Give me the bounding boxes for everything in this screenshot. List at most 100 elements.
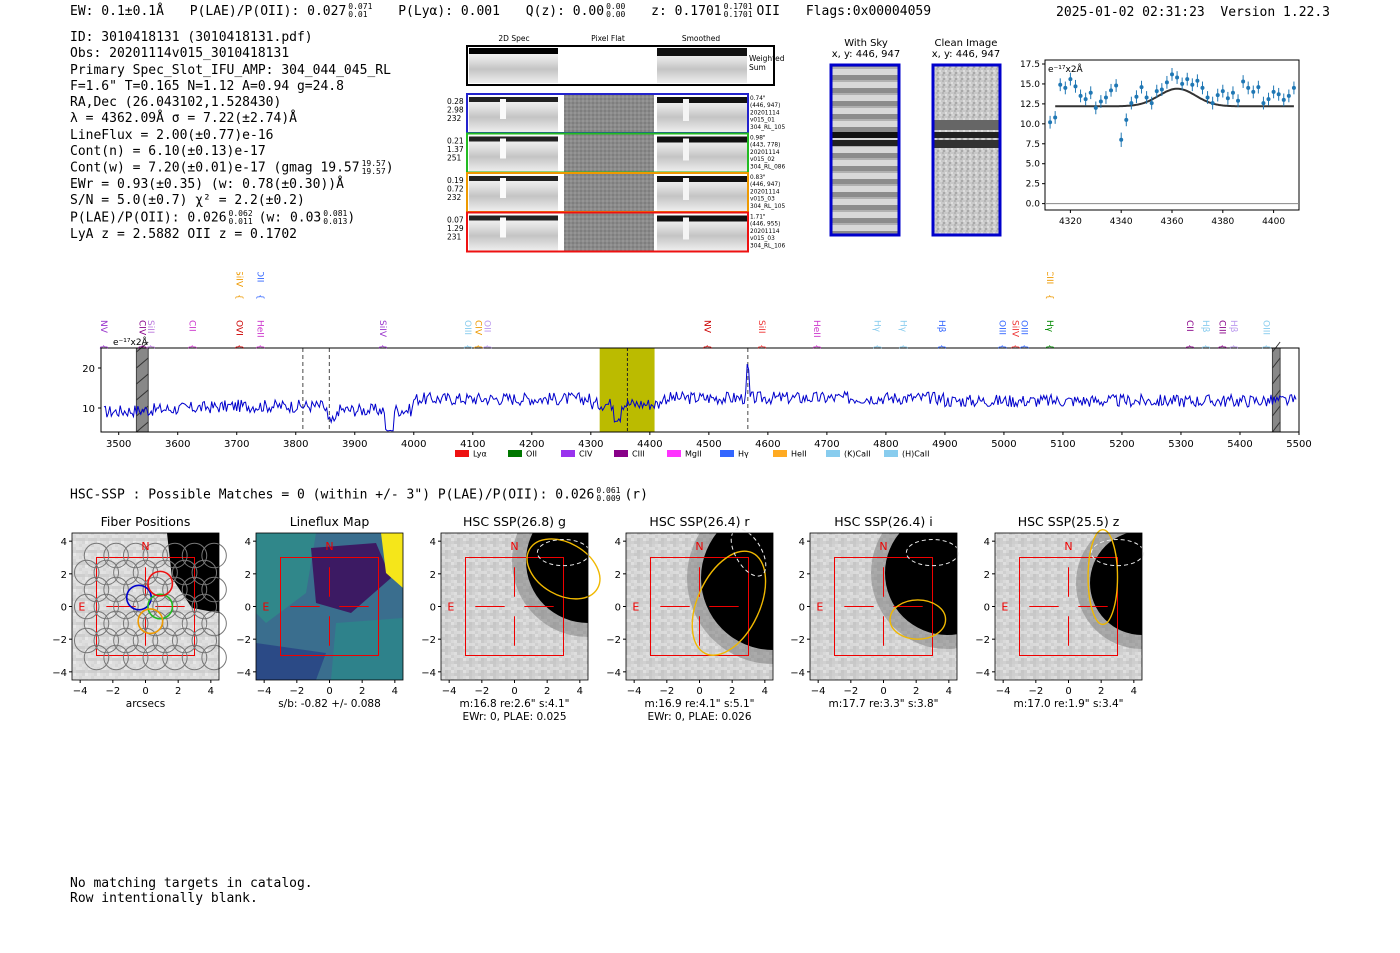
fiber-circle bbox=[181, 576, 208, 603]
detail-redshifts: LyA z = 2.5882 OII z = 0.1702 bbox=[70, 226, 297, 242]
spectrum-mask-hatch bbox=[136, 373, 149, 385]
zoom-data-point bbox=[1134, 94, 1139, 99]
hsc-panel-5: HSC SSP(26.4) i N E −4 −4 −2 −2 0 0 2 2 4 4 m:17.7 re… bbox=[790, 514, 960, 710]
hsc-aperture-box bbox=[96, 557, 195, 656]
fiber-circle bbox=[83, 644, 110, 671]
zoom-xtick-label: 4360 bbox=[1161, 217, 1184, 227]
hsc-ytick-label: 2 bbox=[615, 570, 621, 581]
zoom-data-point bbox=[1236, 98, 1241, 103]
cutout-row-left-label: 251 bbox=[447, 154, 462, 163]
zoom-data-point bbox=[1291, 85, 1296, 90]
fiber-circle bbox=[201, 610, 227, 637]
line-marker: HeII { bbox=[811, 320, 821, 350]
line-marker-brace: { bbox=[98, 344, 108, 350]
zoom-xtick-label: 4400 bbox=[1262, 217, 1285, 227]
line-marker: OIII { bbox=[997, 320, 1007, 350]
cutout-row-left-label: 0.07 bbox=[447, 216, 464, 225]
zoom-data-point bbox=[1124, 117, 1129, 122]
fiber-circle bbox=[73, 593, 100, 620]
hsc-xtick-label: 0 bbox=[696, 686, 702, 697]
zoom-data-point bbox=[1058, 82, 1063, 87]
detection-details: ID: 3010418131 (3010418131.pdf) Obs: 202… bbox=[70, 30, 394, 243]
fiber-circle bbox=[113, 593, 139, 620]
line-marker: Hγ { bbox=[1044, 320, 1054, 350]
hsc-ytick-label: 2 bbox=[984, 570, 990, 581]
cutout-row-right-label: 304_RL_105 bbox=[750, 125, 785, 131]
legend-swatch bbox=[667, 450, 681, 457]
line-marker-brace: { bbox=[1228, 344, 1238, 350]
legend-swatch bbox=[720, 450, 734, 457]
line-marker: SiIV { bbox=[377, 320, 387, 350]
hsc-panel-caption: m:16.9 re:4.1" s:5.1" bbox=[645, 698, 755, 710]
col-label-pixel-flat: Pixel Flat bbox=[591, 34, 625, 43]
line-marker-label: SiIV bbox=[1010, 320, 1020, 338]
zoom-data-point bbox=[1271, 89, 1276, 94]
footer-notes: No matching targets in catalog. Row inte… bbox=[70, 876, 313, 906]
hsc-ytick-label: 4 bbox=[615, 537, 621, 548]
hsc-panel-caption: arcsecs bbox=[126, 698, 165, 710]
zoom-ytick-label: 10.0 bbox=[1020, 120, 1040, 130]
zoom-data-point bbox=[1078, 93, 1083, 98]
hsc-catalog-ellipse bbox=[730, 528, 767, 577]
spectrum-xtick-label: 5000 bbox=[991, 439, 1016, 450]
hsc-ytick-label: −4 bbox=[421, 668, 436, 679]
header-bar: EW: 0.1±0.1Å P(LAE)/P(OII): 0.027 0.071 0.… bbox=[70, 3, 949, 19]
zoom-xtick-label: 4320 bbox=[1059, 217, 1082, 227]
hsc-ytick-label: −4 bbox=[236, 668, 251, 679]
hsc-xtick-label: 0 bbox=[880, 686, 886, 697]
spectrum-mask-hatch bbox=[1272, 405, 1281, 417]
line-marker: CIV { bbox=[136, 320, 146, 350]
line-marker-brace: { bbox=[377, 344, 387, 350]
cutout-row-right-label: v015_02 bbox=[750, 157, 775, 163]
hsc-ytick-label: −2 bbox=[975, 635, 990, 646]
fiber-circle-selected bbox=[137, 608, 164, 635]
hsc-east-label: E bbox=[632, 601, 639, 614]
hsc-xtick-label: −2 bbox=[659, 686, 674, 697]
cutout-row-left-label: 0.19 bbox=[447, 176, 464, 185]
line-marker-brace: { bbox=[254, 344, 264, 350]
line-marker-brace: { bbox=[811, 344, 821, 350]
cutout-row-right-label: 304_RL_106 bbox=[750, 243, 785, 249]
fiber-circle bbox=[201, 542, 227, 569]
cutout-row-right-label: 1.71" bbox=[750, 215, 766, 221]
zoom-data-point bbox=[1048, 120, 1053, 125]
hsc-xtick-label: 0 bbox=[1065, 686, 1071, 697]
hsc-ellipse-fit bbox=[526, 538, 601, 600]
cutout-row-left-label: 0.21 bbox=[447, 137, 464, 146]
detail-obs: Obs: 20201114v015_3010418131 bbox=[70, 46, 290, 62]
zoom-data-point bbox=[1251, 89, 1256, 94]
line-marker: CIV { bbox=[473, 320, 483, 350]
hsc-ytick-label: −4 bbox=[606, 668, 621, 679]
line-marker: Hγ { bbox=[872, 320, 882, 350]
fiber-circle bbox=[201, 644, 227, 671]
fiber-circle bbox=[152, 559, 178, 586]
zoom-data-point bbox=[1261, 101, 1266, 106]
cutout-row-right-label: 0.74" bbox=[750, 96, 766, 102]
header-flags: Flags:0x00004059 bbox=[805, 3, 932, 19]
spectrum-xtick-label: 4500 bbox=[696, 439, 721, 450]
hsc-ytick-label: −2 bbox=[790, 635, 805, 646]
zoom-data-point bbox=[1225, 96, 1230, 101]
line-marker-brace: { bbox=[136, 344, 146, 350]
cutout-row-right-label: v015_03 bbox=[750, 197, 775, 203]
zoom-ytick-label: 12.5 bbox=[1020, 100, 1040, 110]
fiber-circle bbox=[83, 542, 110, 569]
header-plae-sub: 0.01 bbox=[348, 10, 368, 19]
fiber-circle bbox=[191, 627, 218, 654]
line-marker: Hβ { bbox=[1200, 320, 1210, 350]
cutout-row-left-label: 232 bbox=[447, 193, 462, 202]
line-marker: Hβ { bbox=[1228, 320, 1238, 350]
zoom-data-point bbox=[1103, 95, 1108, 100]
line-marker-brace: { bbox=[936, 344, 946, 350]
line-marker-label: CIII bbox=[1044, 272, 1054, 284]
zoom-data-point bbox=[1083, 97, 1088, 102]
zoom-ytick-label: 17.5 bbox=[1020, 60, 1040, 70]
hsc-panel-caption: m:17.0 re:1.9" s:3.4" bbox=[1014, 698, 1124, 710]
line-marker-label: OII bbox=[254, 272, 264, 282]
line-marker-brace: { bbox=[187, 344, 197, 350]
line-marker-label: CIV bbox=[473, 320, 483, 336]
header-z: z: 0.1701 0.1701 0.1701 OII bbox=[651, 2, 781, 19]
